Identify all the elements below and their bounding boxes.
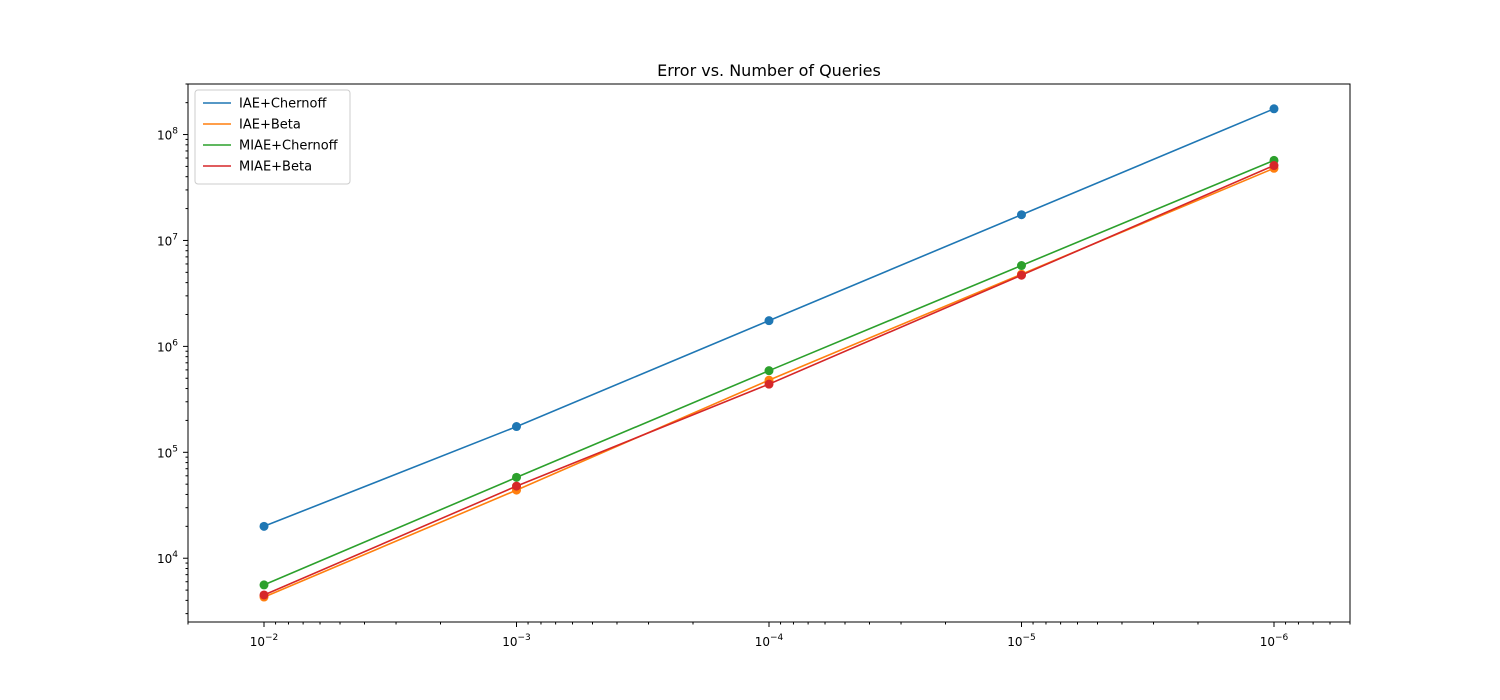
data-point xyxy=(1016,270,1026,280)
ticks-layer: 10−2 10−3 10−4 10−5 10−6 104 105 106 107 108 xyxy=(157,83,1351,649)
x-tick-label: 10−3 xyxy=(502,633,531,649)
legend-label: MIAE+Chernoff xyxy=(239,139,339,154)
data-point xyxy=(764,366,774,376)
data-point xyxy=(1269,104,1279,114)
data-point xyxy=(764,379,774,389)
axes-frame xyxy=(187,83,1351,623)
data-point xyxy=(1016,261,1026,271)
data-point xyxy=(512,481,522,491)
y-tick-label: 108 xyxy=(157,127,178,143)
legend-box xyxy=(194,89,351,185)
legend-label: IAE+Chernoff xyxy=(239,97,327,112)
x-tick-label: 10−2 xyxy=(250,633,279,649)
y-tick-label: 106 xyxy=(157,338,178,354)
data-point xyxy=(259,590,269,600)
y-tick-label: 104 xyxy=(157,550,178,566)
data-point xyxy=(259,521,269,531)
chart-title: Error vs. Number of Queries xyxy=(657,61,881,80)
x-tick-label: 10−6 xyxy=(1260,633,1289,649)
legend-label: MIAE+Beta xyxy=(239,160,312,175)
series-layer xyxy=(259,104,1279,602)
y-tick-label: 107 xyxy=(157,232,178,248)
data-point xyxy=(512,422,522,432)
legend-label: IAE+Beta xyxy=(239,118,301,133)
x-tick-label: 10−5 xyxy=(1007,633,1036,649)
data-point xyxy=(512,472,522,482)
data-point xyxy=(764,316,774,326)
legend: IAE+Chernoff IAE+Beta MIAE+Chernoff MIAE+Be… xyxy=(194,89,351,185)
y-tick-label: 105 xyxy=(157,444,178,460)
data-point xyxy=(259,580,269,590)
x-tick-label: 10−4 xyxy=(755,633,784,649)
data-point xyxy=(1016,210,1026,220)
data-point xyxy=(1269,161,1279,171)
